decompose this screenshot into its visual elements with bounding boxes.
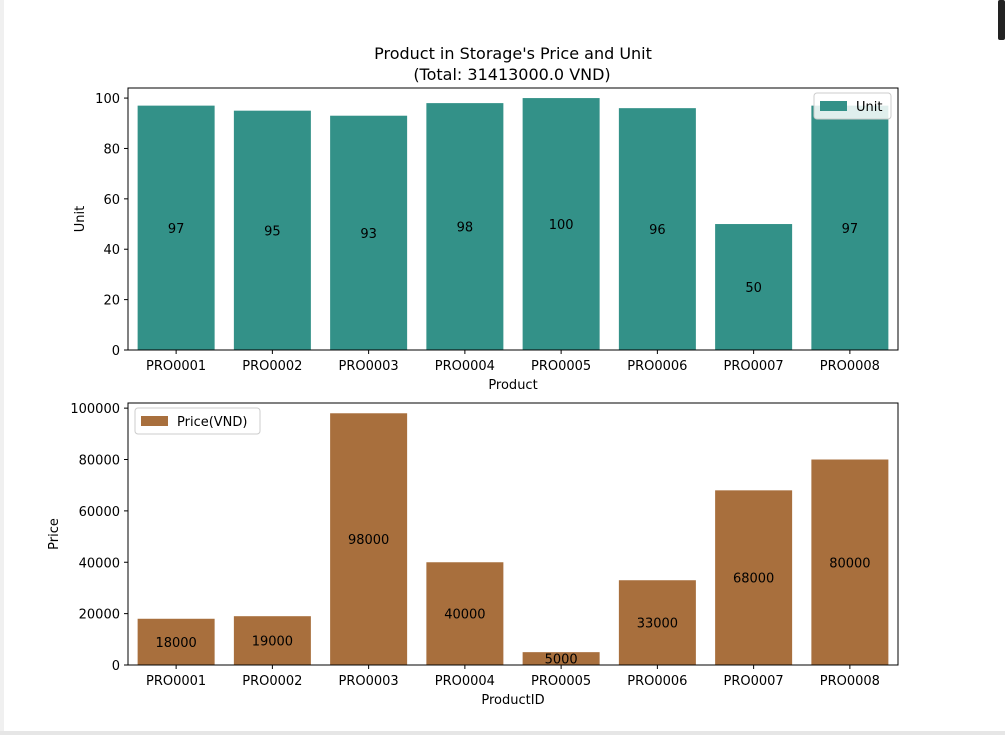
bar-value-label: 98 <box>457 221 474 236</box>
bar-value-label: 97 <box>842 222 859 237</box>
legend: Unit <box>813 92 892 120</box>
plot-frame <box>127 87 899 351</box>
bar-value-label: 40000 <box>444 608 485 623</box>
y-tick-label: 40 <box>103 243 120 258</box>
x-tick-label: PRO0004 <box>435 674 495 689</box>
x-tick-label: PRO0003 <box>339 674 399 689</box>
bar-value-label: 98000 <box>348 533 389 548</box>
bar-pro0002 <box>233 616 311 665</box>
chart-figure: Product in Storage's Price and Unit (Tot… <box>47 44 899 708</box>
bar-pro0008 <box>811 105 889 350</box>
x-tick-label: PRO0006 <box>627 359 687 374</box>
unit-bar-chart: 97 95 93 98 100 96 50 97 0 20 40 60 80 100 PRO0001 PRO0… <box>73 87 899 393</box>
bar-pro0005 <box>522 98 600 350</box>
y-tick-label: 20 <box>103 294 120 309</box>
scrollbar-thumb[interactable] <box>998 0 1005 40</box>
bar-pro0007 <box>715 490 793 665</box>
y-tick-label: 0 <box>112 344 120 359</box>
chart-title-line-1: Product in Storage's Price and Unit <box>374 44 652 63</box>
bar-pro0004 <box>426 562 504 665</box>
bar-pro0006 <box>618 580 696 665</box>
x-tick-label: PRO0006 <box>627 674 687 689</box>
bar-value-label: 19000 <box>252 635 293 650</box>
bar-pro0001 <box>137 105 215 350</box>
y-tick-label: 80000 <box>79 454 120 469</box>
x-tick-label: PRO0004 <box>435 359 495 374</box>
bar-pro0008 <box>811 459 889 665</box>
y-tick-label: 20000 <box>79 608 120 623</box>
bar-value-label: 80000 <box>829 556 870 571</box>
bar-pro0004 <box>426 103 504 350</box>
y-axis-label: Unit <box>73 206 88 232</box>
bar-pro0002 <box>233 110 311 350</box>
legend-box <box>813 92 892 120</box>
plot-frame <box>127 402 899 666</box>
bar-pro0007 <box>715 224 793 350</box>
y-tick-label: 100000 <box>70 402 120 417</box>
x-tick-label: PRO0001 <box>146 359 206 374</box>
chart-title-line-2: (Total: 31413000.0 VND) <box>413 65 610 84</box>
y-tick-label: 100 <box>95 92 120 107</box>
x-tick-label: PRO0002 <box>242 359 302 374</box>
legend-label: Price(VND) <box>177 415 247 430</box>
y-axis-label: Price <box>47 518 62 550</box>
y-tick-label: 0 <box>112 659 120 674</box>
x-axis-label: Product <box>488 378 537 393</box>
bar-value-label: 93 <box>360 227 377 242</box>
bar-pro0003 <box>330 413 408 665</box>
bar-value-label: 96 <box>649 223 666 238</box>
x-axis-label: ProductID <box>481 693 544 708</box>
bar-value-label: 33000 <box>637 617 678 632</box>
bar-pro0001 <box>137 618 215 665</box>
bar-value-label: 18000 <box>155 636 196 651</box>
x-tick-label: PRO0007 <box>724 674 784 689</box>
bar-value-label: 97 <box>168 222 185 237</box>
legend-swatch <box>141 416 168 426</box>
bar-pro0005 <box>522 652 600 665</box>
bar-value-label: 50 <box>745 281 762 296</box>
legend: Price(VND) <box>134 407 261 435</box>
y-tick-label: 80 <box>103 142 120 157</box>
bar-value-label: 5000 <box>545 653 578 668</box>
window-bottom-edge <box>0 731 1005 735</box>
bar-value-label: 95 <box>264 224 281 239</box>
y-tick-label: 40000 <box>79 556 120 571</box>
legend-swatch <box>820 101 847 111</box>
x-tick-label: PRO0005 <box>531 674 591 689</box>
bar-pro0006 <box>618 108 696 351</box>
vertical-scrollbar[interactable] <box>997 0 1005 735</box>
bar-value-label: 100 <box>549 218 574 233</box>
price-bar-chart: 18000 19000 98000 40000 5000 33000 68000 80000 0… <box>47 402 899 708</box>
x-tick-label: PRO0007 <box>724 359 784 374</box>
y-tick-label: 60 <box>103 193 120 208</box>
x-tick-label: PRO0005 <box>531 359 591 374</box>
x-tick-label: PRO0001 <box>146 674 206 689</box>
bar-pro0003 <box>330 115 408 350</box>
bar-value-label: 68000 <box>733 572 774 587</box>
x-tick-label: PRO0008 <box>820 359 880 374</box>
legend-box <box>134 407 261 435</box>
x-tick-label: PRO0003 <box>339 359 399 374</box>
legend-label: Unit <box>856 100 882 115</box>
x-tick-label: PRO0008 <box>820 674 880 689</box>
figure-canvas: Product in Storage's Price and Unit (Tot… <box>4 0 997 731</box>
x-tick-label: PRO0002 <box>242 674 302 689</box>
y-tick-label: 60000 <box>79 505 120 520</box>
